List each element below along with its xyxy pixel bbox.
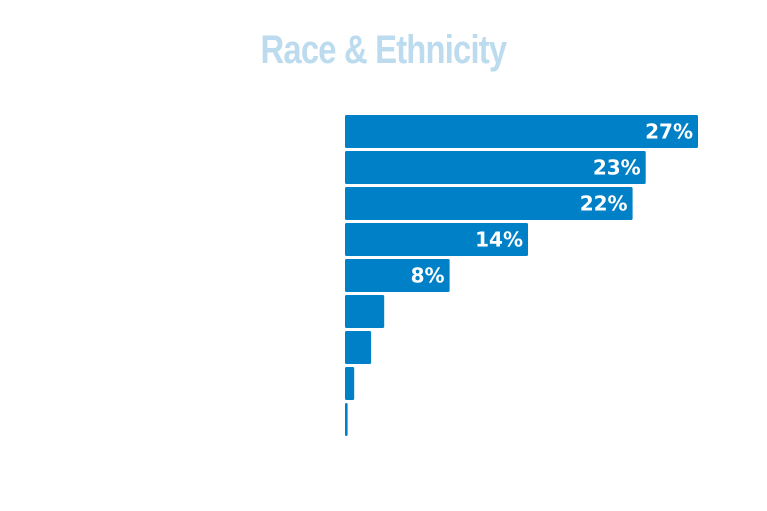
data-label-1: 27%: [645, 120, 693, 144]
bar-7: [345, 331, 372, 364]
bars-layer: [345, 115, 698, 436]
data-label-5: 8%: [411, 264, 445, 288]
data-labels-layer: 27%23% 22% 14% 8%: [411, 120, 693, 288]
data-label-4: 14%: [475, 228, 523, 252]
bar-5: [345, 259, 450, 292]
bar-9: [345, 403, 348, 436]
bar-3: [345, 187, 633, 220]
bar-4: [345, 223, 528, 256]
data-label-2: 23%: [593, 156, 641, 180]
bar-8: [345, 367, 355, 400]
chart-title: Race & Ethnicity: [260, 28, 508, 72]
bar-1: [345, 115, 698, 148]
bar-6: [345, 295, 385, 328]
data-label-3: 22%: [580, 192, 628, 216]
bar-2: [345, 151, 646, 184]
